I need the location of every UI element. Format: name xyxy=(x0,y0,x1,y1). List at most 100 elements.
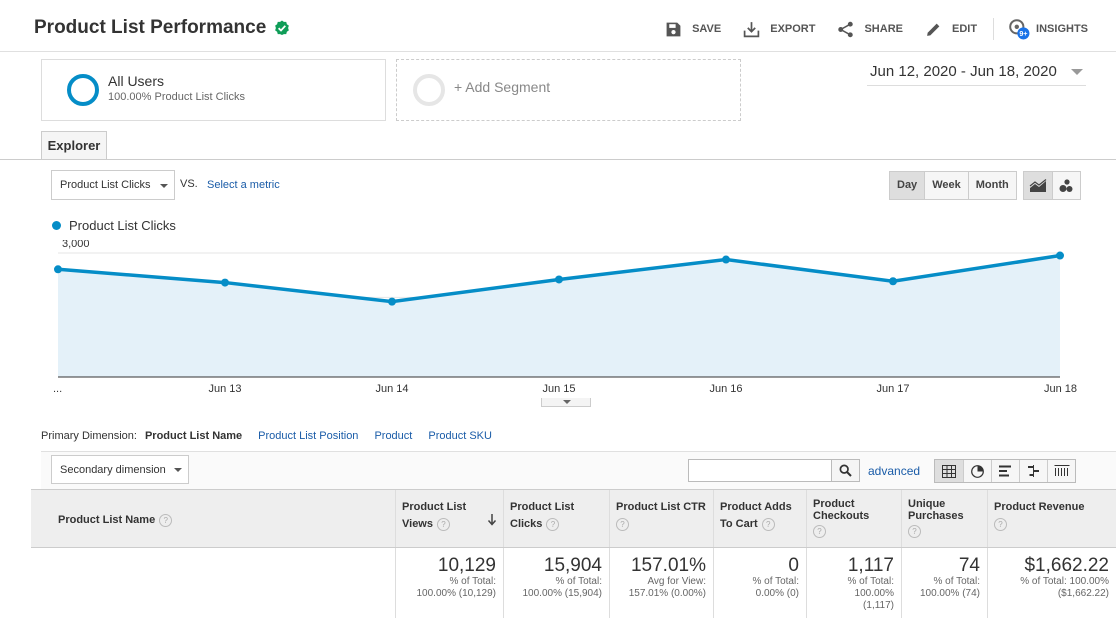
verified-check-icon xyxy=(275,20,290,36)
empty-segment-ring-icon xyxy=(413,74,445,106)
collapse-chart-button[interactable] xyxy=(541,398,591,407)
tab-explorer[interactable]: Explorer xyxy=(41,131,107,160)
total-value: 74 xyxy=(958,555,980,576)
help-icon[interactable]: ? xyxy=(437,517,450,531)
x-tick-label: Jun 17 xyxy=(876,383,909,395)
metric-dropdown[interactable]: Product List Clicks xyxy=(51,170,175,200)
totals-cell-ctr: 157.01% Avg for View: 157.01% (0.00%) xyxy=(609,548,713,618)
add-segment-button[interactable]: + Add Segment xyxy=(396,59,741,121)
table-search-input[interactable] xyxy=(688,459,860,482)
sort-descending-icon[interactable] xyxy=(487,514,497,526)
x-tick-label: Jun 14 xyxy=(375,383,408,395)
save-icon xyxy=(666,22,681,36)
total-percent: ($1,662.22) xyxy=(1057,588,1109,599)
dimension-product-sku[interactable]: Product SKU xyxy=(428,430,492,442)
page-title: Product List Performance xyxy=(34,17,290,39)
save-button[interactable]: SAVE xyxy=(665,21,721,38)
totals-cell-clicks: 15,904 % of Total: 100.00% (15,904) xyxy=(503,548,609,618)
select-metric-link[interactable]: Select a metric xyxy=(207,179,280,191)
column-header-unique-purchases[interactable]: Unique Purchases? xyxy=(901,490,987,547)
percentage-view-button[interactable] xyxy=(963,460,991,482)
advanced-filter-link[interactable]: advanced xyxy=(868,464,921,478)
total-percent: 100.00% (15,904) xyxy=(522,588,602,599)
total-caption: Avg for View: xyxy=(647,576,706,587)
column-header-product-revenue[interactable]: Product Revenue? xyxy=(987,490,1116,547)
column-header-product-list-views[interactable]: Product List Views? xyxy=(395,490,503,547)
x-tick-label: ... xyxy=(53,383,62,395)
column-header-product-list-ctr[interactable]: Product List CTR? xyxy=(609,490,713,547)
period-month-button[interactable]: Month xyxy=(967,172,1016,199)
line-chart-button[interactable] xyxy=(1024,172,1052,199)
x-tick-label: Jun 13 xyxy=(208,383,241,395)
insights-label: INSIGHTS xyxy=(1036,23,1088,35)
export-button[interactable]: EXPORT xyxy=(743,21,815,38)
total-count: (1,117) xyxy=(863,600,894,611)
total-caption: % of Total: 100.00% xyxy=(1020,576,1109,587)
chart-legend: Product List Clicks xyxy=(52,218,176,233)
report-header: Product List Performance SAVE EXPORT SHA… xyxy=(0,0,1116,52)
share-button[interactable]: SHARE xyxy=(837,21,903,38)
table-totals-row: 10,129 % of Total: 100.00% (10,129) 15,9… xyxy=(31,548,1116,618)
data-point xyxy=(388,297,396,306)
period-toggle: Day Week Month xyxy=(889,171,1017,200)
share-label: SHARE xyxy=(864,23,903,35)
insights-badge: 9+ xyxy=(1019,30,1027,38)
total-value: 10,129 xyxy=(437,555,496,576)
bar-list-icon xyxy=(999,465,1011,477)
column-header-product-list-clicks[interactable]: Product List Clicks? xyxy=(503,490,609,547)
term-cloud-view-button[interactable] xyxy=(1047,460,1075,482)
y-tick-label: 3,000 xyxy=(62,240,90,250)
help-icon[interactable]: ? xyxy=(546,517,560,531)
dimension-product-list-position[interactable]: Product List Position xyxy=(258,430,359,442)
primary-dimension-label: Primary Dimension: xyxy=(41,430,137,442)
column-header-line2: Purchases xyxy=(908,510,964,522)
column-header-line2: Checkouts xyxy=(813,510,870,522)
dimension-product[interactable]: Product xyxy=(374,430,413,442)
period-week-button[interactable]: Week xyxy=(924,172,968,199)
help-icon[interactable]: ? xyxy=(994,517,1007,531)
help-icon[interactable]: ? xyxy=(908,525,921,538)
x-tick-label: Jun 15 xyxy=(542,383,575,395)
secondary-dimension-dropdown[interactable]: Secondary dimension xyxy=(51,455,189,484)
help-icon[interactable]: ? xyxy=(761,517,775,531)
help-icon[interactable]: ? xyxy=(616,517,629,531)
column-header-label: Product List Name xyxy=(58,514,156,526)
search-button[interactable] xyxy=(831,460,859,481)
primary-dimension-bar: Primary Dimension: Product List Name Pro… xyxy=(41,430,492,442)
total-value: 15,904 xyxy=(543,555,602,576)
column-header-line2: To Cart xyxy=(720,518,758,530)
comparison-view-button[interactable] xyxy=(1019,460,1047,482)
motion-chart-button[interactable] xyxy=(1051,172,1080,199)
data-point xyxy=(221,278,229,287)
date-range-picker[interactable]: Jun 12, 2020 - Jun 18, 2020 xyxy=(867,63,1086,86)
column-header-product-list-name[interactable]: Product List Name? xyxy=(31,490,394,547)
segment-all-users[interactable]: All Users 100.00% Product List Clicks xyxy=(41,59,386,121)
dimension-product-list-name[interactable]: Product List Name xyxy=(144,430,243,442)
period-day-button[interactable]: Day xyxy=(890,172,925,199)
pivot-table-icon xyxy=(1054,465,1069,476)
data-point xyxy=(722,255,730,264)
column-header-product-checkouts[interactable]: Product Checkouts? xyxy=(806,490,901,547)
legend-label: Product List Clicks xyxy=(69,218,176,233)
insights-button[interactable]: 9+ INSIGHTS xyxy=(1008,18,1088,40)
total-caption: % of Total: xyxy=(555,576,602,587)
comparison-icon xyxy=(1028,465,1039,477)
help-icon[interactable]: ? xyxy=(813,525,826,538)
table-header: Product List Name? Product List Views? Pr… xyxy=(31,489,1116,548)
data-view-button[interactable] xyxy=(935,460,963,482)
total-value: 0 xyxy=(788,555,799,576)
performance-view-button[interactable] xyxy=(991,460,1019,482)
help-icon[interactable]: ? xyxy=(159,513,173,527)
legend-dot-icon xyxy=(52,221,61,230)
date-range-text: Jun 12, 2020 - Jun 18, 2020 xyxy=(870,63,1057,80)
export-icon xyxy=(743,21,760,37)
vs-label: VS. xyxy=(180,178,198,190)
total-caption: % of Total: xyxy=(449,576,496,587)
bubble-chart-icon xyxy=(1059,178,1073,192)
pencil-icon xyxy=(927,23,940,36)
column-header-line1: Product Adds xyxy=(720,501,792,513)
data-point xyxy=(1056,251,1064,260)
column-header-product-adds-to-cart[interactable]: Product Adds To Cart? xyxy=(713,490,806,547)
edit-button[interactable]: EDIT xyxy=(925,21,977,38)
